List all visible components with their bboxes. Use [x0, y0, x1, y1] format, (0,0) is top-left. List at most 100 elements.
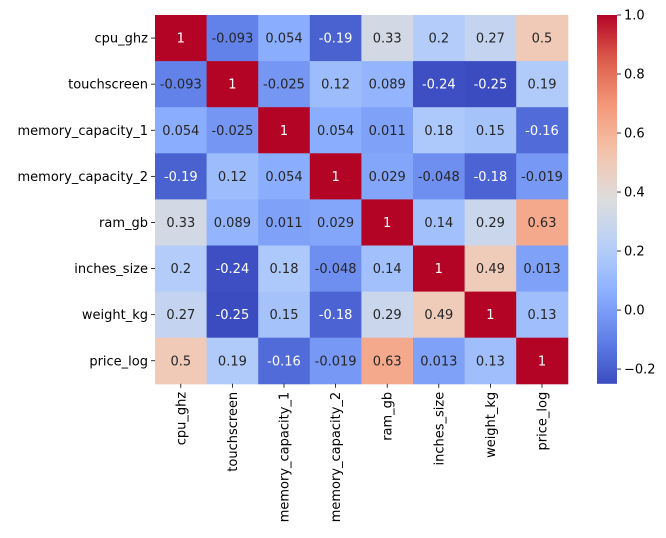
- heatmap-cell-label: 0.12: [321, 78, 350, 93]
- y-tick-label: touchscreen: [68, 78, 148, 93]
- heatmap-cell-label: 0.011: [265, 216, 302, 231]
- heatmap-cell-label: -0.048: [315, 262, 357, 277]
- y-tick-label: memory_capacity_2: [18, 170, 148, 185]
- heatmap-cell-label: 0.19: [528, 78, 557, 93]
- heatmap-cell: [258, 61, 311, 108]
- heatmap-cell-label: -0.25: [216, 308, 250, 323]
- colorbar-tick-label: 0.2: [624, 245, 645, 260]
- heatmap-cell: [309, 61, 362, 108]
- colorbar-tick-label: −0.2: [624, 363, 656, 378]
- heatmap-cell-label: -0.18: [319, 308, 353, 323]
- x-axis: cpu_ghz touchscreen memory_capacity_1 memor…: [174, 383, 551, 522]
- heatmap-cell-label: 0.2: [428, 32, 449, 47]
- x-tick-label: price_log: [536, 392, 551, 451]
- heatmap-cell: [464, 245, 517, 293]
- heatmap-cell-label: 0.12: [218, 170, 247, 185]
- heatmap-cell-label: 0.13: [476, 354, 505, 369]
- heatmap-cell-label: 0.29: [373, 308, 402, 323]
- heatmap-cell: [361, 153, 414, 200]
- heatmap-cell: [309, 153, 362, 200]
- heatmap-cell-label: 0.029: [369, 170, 406, 185]
- heatmap-cell: [155, 153, 208, 200]
- colorbar-tick-label: 0.4: [624, 186, 645, 201]
- heatmap-cell-label: 0.33: [166, 216, 195, 231]
- colorbar-tick-label: 1.0: [624, 9, 645, 24]
- heatmap-cell-label: 0.19: [218, 354, 247, 369]
- heatmap-cell: [464, 61, 517, 108]
- x-tick-label: weight_kg: [484, 392, 499, 458]
- colorbar-tick-label: 0.6: [624, 127, 645, 142]
- heatmap-cell-label: 0.054: [265, 170, 302, 185]
- heatmap-cell: [155, 61, 208, 108]
- heatmap-cell: [206, 15, 259, 62]
- heatmap-cell-label: 0.029: [317, 216, 354, 231]
- heatmap-cell-label: 0.14: [424, 216, 453, 231]
- heatmap-cell-label: -0.093: [211, 32, 253, 47]
- heatmap-cell: [361, 199, 414, 246]
- heatmap-cell-label: -0.16: [525, 124, 559, 139]
- heatmap-cells: [155, 15, 569, 385]
- heatmap-cell: [464, 199, 517, 246]
- heatmap-cell: [361, 291, 414, 339]
- heatmap-cell-label: -0.048: [418, 170, 460, 185]
- heatmap-cell-label: 0.63: [373, 354, 402, 369]
- heatmap-cell-label: 0.14: [373, 262, 402, 277]
- heatmap-cell: [155, 15, 208, 62]
- heatmap-cell-label: 1: [486, 308, 494, 323]
- colorbar: 1.0 0.8 0.6 0.4 0.2 0.0 −0.2: [597, 9, 656, 384]
- heatmap-cell-label: -0.16: [267, 354, 301, 369]
- y-tick-label: memory_capacity_1: [18, 124, 148, 139]
- heatmap-cell: [258, 291, 311, 339]
- heatmap-cell-label: 0.5: [532, 32, 553, 47]
- heatmap-cell: [155, 291, 208, 339]
- y-tick-label: price_log: [89, 354, 148, 369]
- heatmap-cell-label: 1: [331, 170, 339, 185]
- heatmap-cell: [258, 15, 311, 62]
- heatmap-cell-label: 0.27: [476, 32, 505, 47]
- heatmap-cell-label: 0.49: [424, 308, 453, 323]
- x-tick-label: memory_capacity_2: [329, 392, 344, 522]
- heatmap-cell: [309, 15, 362, 62]
- heatmap-cell: [464, 15, 517, 62]
- heatmap-cell-label: 0.013: [420, 354, 457, 369]
- heatmap-cell-label: 1: [177, 32, 185, 47]
- y-tick-label: cpu_ghz: [95, 32, 149, 47]
- heatmap-cell-label: -0.25: [474, 78, 508, 93]
- heatmap-cell-label: 1: [228, 78, 236, 93]
- y-axis: cpu_ghz touchscreen memory_capacity_1memor…: [18, 32, 155, 369]
- heatmap-cell: [413, 245, 466, 293]
- heatmap-cell: [516, 153, 569, 200]
- heatmap-annotations: 1 -0.093 0.054 -0.19 0.33 0.2 0.27 0.5 -0.093 1 -0…: [160, 32, 563, 370]
- heatmap-cell: [516, 291, 569, 339]
- heatmap-cell-label: -0.24: [422, 78, 456, 93]
- heatmap-cell: [413, 337, 466, 385]
- heatmap-cell: [206, 245, 259, 293]
- heatmap-cell: [309, 107, 362, 154]
- heatmap-cell: [413, 199, 466, 246]
- heatmap-cell: [206, 199, 259, 246]
- heatmap-cell: [206, 107, 259, 154]
- heatmap-cell: [464, 107, 517, 154]
- heatmap-cell: [516, 61, 569, 108]
- heatmap-cell: [258, 199, 311, 246]
- heatmap-cell: [361, 15, 414, 62]
- x-tick-label: memory_capacity_1: [278, 392, 293, 522]
- heatmap-cell: [361, 61, 414, 108]
- heatmap-cell-label: 0.18: [270, 262, 299, 277]
- heatmap-cell: [464, 153, 517, 200]
- heatmap-cell: [155, 337, 208, 385]
- heatmap-cell-label: 0.5: [170, 354, 191, 369]
- heatmap-cell-label: 0.15: [270, 308, 299, 323]
- heatmap-cell: [413, 291, 466, 339]
- heatmap-cell: [309, 291, 362, 339]
- heatmap-cell: [258, 107, 311, 154]
- heatmap-cell: [258, 153, 311, 200]
- heatmap-cell: [516, 199, 569, 246]
- heatmap-cell-label: -0.19: [319, 32, 353, 47]
- heatmap-cell: [258, 245, 311, 293]
- heatmap-cell: [155, 107, 208, 154]
- heatmap-cell-label: -0.19: [164, 170, 198, 185]
- heatmap-cell: [516, 245, 569, 293]
- y-tick-label: ram_gb: [99, 216, 148, 231]
- heatmap-cell: [309, 245, 362, 293]
